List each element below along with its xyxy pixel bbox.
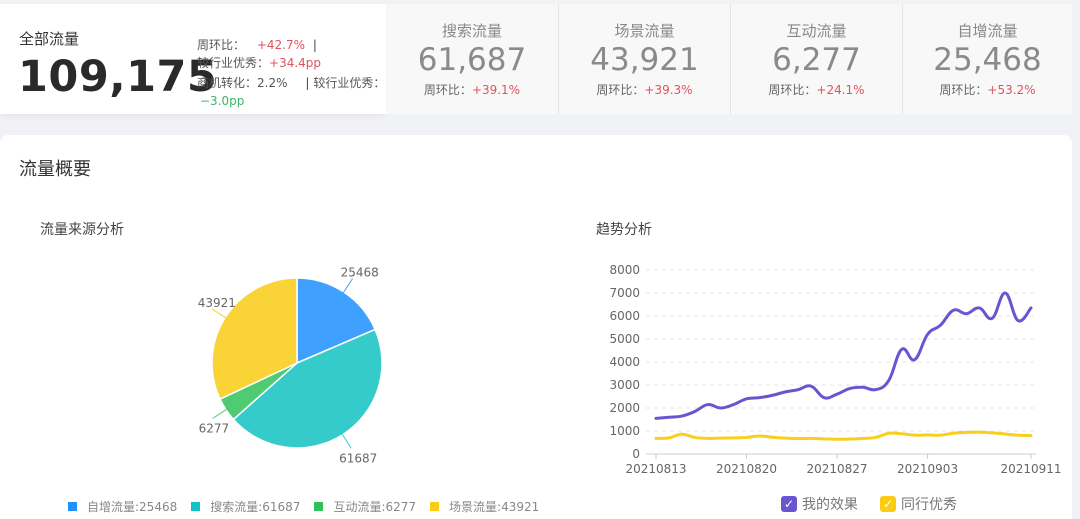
legend-label: 同行优秀 bbox=[901, 497, 957, 513]
series-line bbox=[654, 430, 1033, 441]
y-tick-label: 1000 bbox=[609, 424, 640, 438]
pie-legend: 自增流量:25468 搜索流量:61687 互动流量:6277 场景流量:439… bbox=[68, 498, 553, 515]
series-line bbox=[654, 291, 1033, 420]
metric-scene-traffic[interactable]: 场景流量 43,921 周环比：+39.3% bbox=[558, 4, 730, 114]
metric-value: 61,687 bbox=[417, 42, 527, 78]
total-traffic-stats: 周环比： +42.7% | 较行业优秀：+34.4pp 商机转化：2.2% | 较… bbox=[197, 36, 385, 110]
legend-item-interaction[interactable]: 互动流量:6277 bbox=[314, 498, 416, 515]
pie-chart-title: 流量来源分析 bbox=[40, 222, 124, 238]
conversion-industry-value: −3.0pp bbox=[200, 94, 245, 108]
legend-toggle-my-performance[interactable]: ✓ 我的效果 bbox=[781, 494, 858, 514]
legend-label: 搜索流量:61687 bbox=[210, 500, 301, 514]
summary-bar: 全部流量 109,175 周环比： +42.7% | 较行业优秀：+34.4pp… bbox=[0, 0, 1072, 114]
legend-swatch bbox=[191, 502, 201, 511]
pie-label-line bbox=[212, 407, 230, 419]
conversion-value: 2.2% bbox=[257, 76, 288, 90]
pie-data-label: 43921 bbox=[198, 296, 236, 310]
legend-item-organic[interactable]: 自增流量:25468 bbox=[68, 498, 177, 515]
y-tick-label: 7000 bbox=[609, 286, 640, 300]
metric-value: 43,921 bbox=[590, 42, 699, 78]
legend-label: 互动流量:6277 bbox=[333, 500, 417, 514]
change-label: 周环比： bbox=[939, 83, 988, 97]
metric-value: 6,277 bbox=[772, 42, 861, 78]
y-tick-label: 4000 bbox=[609, 355, 640, 369]
change-value: +53.2% bbox=[987, 83, 1036, 97]
change-label: 周环比： bbox=[768, 83, 817, 97]
x-tick-label: 20210911 bbox=[1000, 462, 1061, 476]
checkbox-checked-icon[interactable]: ✓ bbox=[781, 496, 797, 512]
conversion-industry-label: 较行业优秀： bbox=[313, 76, 386, 90]
divider: | bbox=[305, 76, 310, 90]
traffic-source-pie-chart[interactable]: 25468 61687 6277 43921 bbox=[0, 135, 560, 519]
x-tick-label: 20210827 bbox=[806, 462, 867, 476]
metric-interaction-traffic[interactable]: 互动流量 6,277 周环比：+24.1% bbox=[730, 4, 902, 114]
x-tick-label: 20210813 bbox=[625, 462, 686, 476]
wow-value: +42.7% bbox=[256, 38, 306, 52]
x-tick-label: 20210903 bbox=[897, 462, 958, 476]
change-value: +24.1% bbox=[816, 83, 865, 97]
legend-item-scene[interactable]: 场景流量:43921 bbox=[430, 498, 539, 515]
legend-toggle-industry-best[interactable]: ✓ 同行优秀 bbox=[880, 494, 957, 514]
metric-title: 自增流量 bbox=[957, 22, 1018, 40]
industry-label: 较行业优秀： bbox=[197, 56, 270, 70]
y-tick-label: 3000 bbox=[609, 378, 640, 392]
change-label: 周环比： bbox=[596, 83, 645, 97]
pie-data-label: 61687 bbox=[339, 451, 377, 465]
metric-change: 周环比：+24.1% bbox=[731, 81, 902, 98]
x-tick-label: 20210820 bbox=[716, 462, 777, 476]
metric-title: 场景流量 bbox=[614, 22, 675, 40]
y-tick-label: 8000 bbox=[609, 263, 640, 277]
legend-swatch bbox=[314, 502, 324, 511]
pie-data-label: 6277 bbox=[199, 422, 230, 436]
pie-data-label: 25468 bbox=[341, 266, 379, 280]
pie-label-line bbox=[339, 431, 352, 449]
change-label: 周环比： bbox=[423, 83, 472, 97]
metric-change: 周环比：+39.1% bbox=[386, 81, 558, 98]
legend-label: 自增流量:25468 bbox=[87, 500, 178, 514]
conversion-label: 商机转化： bbox=[197, 76, 258, 90]
total-traffic-card: 全部流量 109,175 周环比： +42.7% | 较行业优秀：+34.4pp… bbox=[0, 4, 386, 114]
y-tick-label: 0 bbox=[632, 447, 640, 461]
legend-swatch bbox=[68, 502, 77, 511]
total-traffic-value: 109,175 bbox=[18, 52, 218, 102]
legend-item-search[interactable]: 搜索流量:61687 bbox=[191, 498, 300, 515]
traffic-overview-panel: 流量概要 流量来源分析 趋势分析 25468 61687 6277 43921 自增流… bbox=[0, 135, 1072, 519]
metric-title: 互动流量 bbox=[786, 22, 847, 40]
checkbox-checked-icon[interactable]: ✓ bbox=[880, 496, 896, 512]
y-tick-label: 5000 bbox=[609, 332, 640, 346]
y-tick-label: 2000 bbox=[609, 401, 640, 415]
metric-title: 搜索流量 bbox=[441, 22, 502, 40]
legend-label: 场景流量:43921 bbox=[449, 500, 540, 514]
trend-line-chart[interactable]: 0 1000 2000 3000 4000 5000 6000 7000 8000 2021081… bbox=[0, 135, 1072, 519]
pie-label-line bbox=[211, 308, 229, 320]
change-value: +39.3% bbox=[644, 83, 693, 97]
change-value: +39.1% bbox=[471, 83, 521, 97]
wow-label: 周环比： bbox=[197, 38, 246, 52]
metric-value: 25,468 bbox=[933, 42, 1042, 78]
legend-swatch bbox=[430, 502, 440, 511]
metric-change: 周环比：+53.2% bbox=[903, 81, 1072, 98]
trend-legend: ✓ 我的效果 ✓ 同行优秀 bbox=[781, 494, 979, 514]
total-traffic-title: 全部流量 bbox=[19, 30, 80, 48]
industry-value: +34.4pp bbox=[269, 56, 322, 70]
metric-organic-traffic[interactable]: 自增流量 25,468 周环比：+53.2% bbox=[902, 4, 1072, 114]
section-title: 流量概要 bbox=[19, 159, 91, 180]
trend-chart-title: 趋势分析 bbox=[596, 222, 652, 238]
pie-label-line bbox=[341, 278, 353, 296]
divider: | bbox=[312, 38, 317, 52]
y-tick-label: 6000 bbox=[609, 309, 640, 323]
legend-label: 我的效果 bbox=[802, 497, 858, 513]
metric-search-traffic[interactable]: 搜索流量 61,687 周环比：+39.1% bbox=[386, 4, 558, 114]
metric-change: 周环比：+39.3% bbox=[559, 81, 730, 98]
